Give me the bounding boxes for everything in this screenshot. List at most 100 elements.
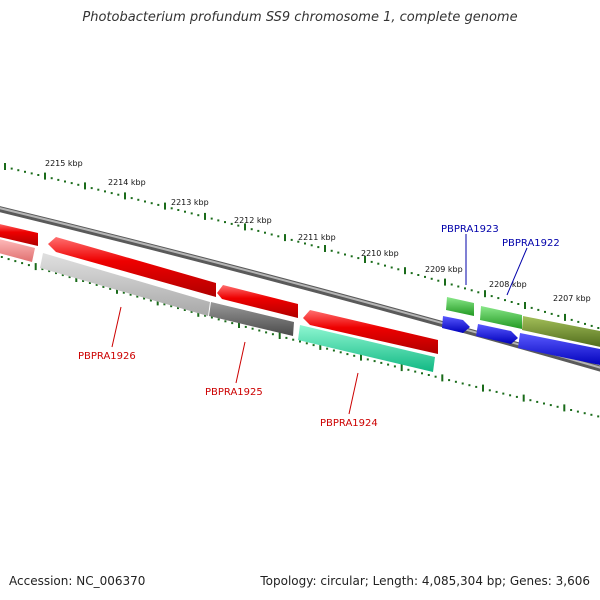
ruler-lower-minor-tick: [326, 347, 329, 350]
ruler-lower-track: [0, 256, 600, 418]
ruler-upper-minor-tick: [150, 202, 153, 205]
ruler-upper-minor-tick: [30, 172, 33, 175]
ruler-upper-minor-tick: [590, 324, 593, 327]
gene-forward-3[interactable]: [217, 285, 298, 318]
ruler-upper-minor-tick: [477, 291, 480, 294]
ruler-upper-minor-tick: [110, 192, 113, 195]
ruler-lower-major-tick: [156, 298, 159, 306]
ruler-lower-minor-tick: [210, 316, 213, 319]
ruler-lower-minor-tick: [109, 287, 112, 290]
ruler-upper-minor-tick: [450, 283, 453, 286]
ruler-lower-minor-tick: [380, 361, 383, 364]
gene-label-pbpra1925[interactable]: PBPRA1925: [205, 387, 263, 398]
ruler-lower-minor-tick: [536, 400, 539, 403]
ruler-lower-minor-tick: [251, 327, 254, 330]
ruler-lower-minor-tick: [353, 354, 356, 357]
ruler-upper-minor-tick: [490, 295, 493, 298]
gene-label-pbpra1922[interactable]: PBPRA1922: [502, 238, 560, 249]
ruler-upper-minor-tick: [270, 233, 273, 236]
ruler-lower-minor-tick: [543, 402, 545, 405]
ruler-lower-minor-tick: [48, 270, 51, 273]
ruler-lower-minor-tick: [68, 276, 71, 279]
ruler-upper-major-tick: [44, 172, 46, 180]
ruler-upper-minor-tick: [597, 327, 600, 329]
gene-forward-green-1[interactable]: [446, 297, 474, 316]
gene-forward-olive[interactable]: [522, 316, 600, 348]
kbp-label-2213: 2213 kbp: [171, 198, 209, 207]
ruler-upper-minor-tick: [570, 318, 573, 321]
ruler-upper-minor-tick: [224, 221, 226, 224]
kbp-label-2210: 2210 kbp: [361, 249, 399, 258]
ruler-upper-minor-tick: [250, 228, 253, 231]
ruler-lower-minor-tick: [421, 372, 423, 375]
genome-summary-text: Topology: circular; Length: 4,085,304 bp…: [260, 574, 590, 588]
ruler-upper-minor-tick: [344, 253, 346, 256]
ruler-upper-minor-tick: [17, 169, 20, 172]
ruler-upper-minor-tick: [464, 287, 466, 290]
ruler-lower-minor-tick: [88, 282, 91, 284]
map-title: Photobacterium profundum SS9 chromosome …: [82, 10, 518, 25]
ruler-upper-major-tick: [4, 163, 6, 170]
ruler-lower-minor-tick: [285, 336, 288, 339]
ruler-upper-minor-tick: [437, 279, 440, 282]
ruler-lower-major-tick: [238, 321, 240, 328]
gene-reverse-teal[interactable]: [298, 325, 435, 372]
kbp-label-2211: 2211 kbp: [298, 233, 336, 242]
ruler-lower-major-tick: [441, 374, 444, 382]
ruler-lower-minor-tick: [339, 351, 342, 354]
ruler-upper-minor-tick: [544, 310, 546, 313]
ruler-lower-minor-tick: [434, 375, 437, 378]
ruler-upper-minor-tick: [497, 297, 500, 300]
ruler-upper-minor-tick: [130, 197, 133, 200]
gene-forward-4[interactable]: [303, 310, 438, 354]
ruler-upper-minor-tick: [457, 285, 460, 288]
ruler-upper-major-tick: [204, 212, 206, 220]
ruler-upper-minor-tick: [357, 257, 360, 260]
kbp-labels: 2215 kbp 2214 kbp 2213 kbp 2212 kbp 2211…: [45, 159, 591, 303]
ruler-lower-minor-tick: [312, 344, 315, 347]
gene-reverse-dark[interactable]: [209, 302, 294, 336]
gene-label-pbpra1923[interactable]: PBPRA1923: [441, 224, 499, 235]
ruler-lower-major-tick: [278, 332, 281, 339]
ruler-upper-minor-tick: [57, 178, 60, 181]
gene-reverse-blue-3[interactable]: [518, 333, 600, 366]
ruler-upper-minor-tick: [557, 314, 560, 317]
ruler-lower-minor-tick: [163, 303, 166, 306]
ruler-lower-minor-tick: [271, 333, 274, 336]
gene-forward-1[interactable]: [0, 223, 38, 246]
ruler-lower-minor-tick: [102, 285, 105, 288]
ruler-lower-minor-tick: [217, 318, 220, 321]
gene-reverse-blue-2[interactable]: [476, 324, 518, 344]
ruler-upper-minor-tick: [504, 299, 506, 302]
ruler-upper-minor-tick: [217, 219, 220, 222]
ruler-lower-minor-tick: [583, 412, 586, 415]
gene-label-pbpra1924[interactable]: PBPRA1924: [320, 418, 378, 429]
ruler-lower-minor-tick: [299, 340, 301, 343]
ruler-lower-minor-tick: [95, 283, 98, 286]
ruler-lower-minor-tick: [224, 320, 227, 323]
ruler-lower-minor-tick: [461, 382, 464, 385]
gene-forward-green-2[interactable]: [480, 306, 522, 329]
ruler-lower-minor-tick: [448, 379, 451, 382]
ruler-lower-minor-tick: [475, 385, 478, 388]
ruler-upper-minor-tick: [210, 217, 213, 220]
gene-reverse-grey[interactable]: [40, 253, 210, 316]
gene-reverse-pink[interactable]: [0, 238, 35, 262]
ruler-lower-minor-tick: [414, 370, 417, 373]
ruler-lower-minor-tick: [529, 399, 532, 402]
ruler-upper-major-tick: [564, 313, 566, 321]
ruler-lower-minor-tick: [427, 374, 430, 376]
gene-reverse-blue-1[interactable]: [442, 316, 470, 333]
ruler-upper-minor-tick: [190, 212, 193, 215]
ruler-upper-minor-tick: [384, 264, 386, 267]
gene-label-pbpra1926[interactable]: PBPRA1926: [78, 351, 136, 362]
ruler-lower-major-tick: [319, 342, 322, 350]
gene-forward-2[interactable]: [48, 237, 216, 297]
kbp-label-2209: 2209 kbp: [425, 265, 463, 274]
ruler-upper-major-tick: [324, 245, 326, 252]
ruler-upper-minor-tick: [24, 170, 26, 173]
label-leaders: [111, 234, 528, 415]
ruler-lower-minor-tick: [502, 392, 505, 395]
ruler-upper-minor-tick: [277, 235, 280, 238]
ruler-upper-minor-tick: [317, 246, 320, 249]
